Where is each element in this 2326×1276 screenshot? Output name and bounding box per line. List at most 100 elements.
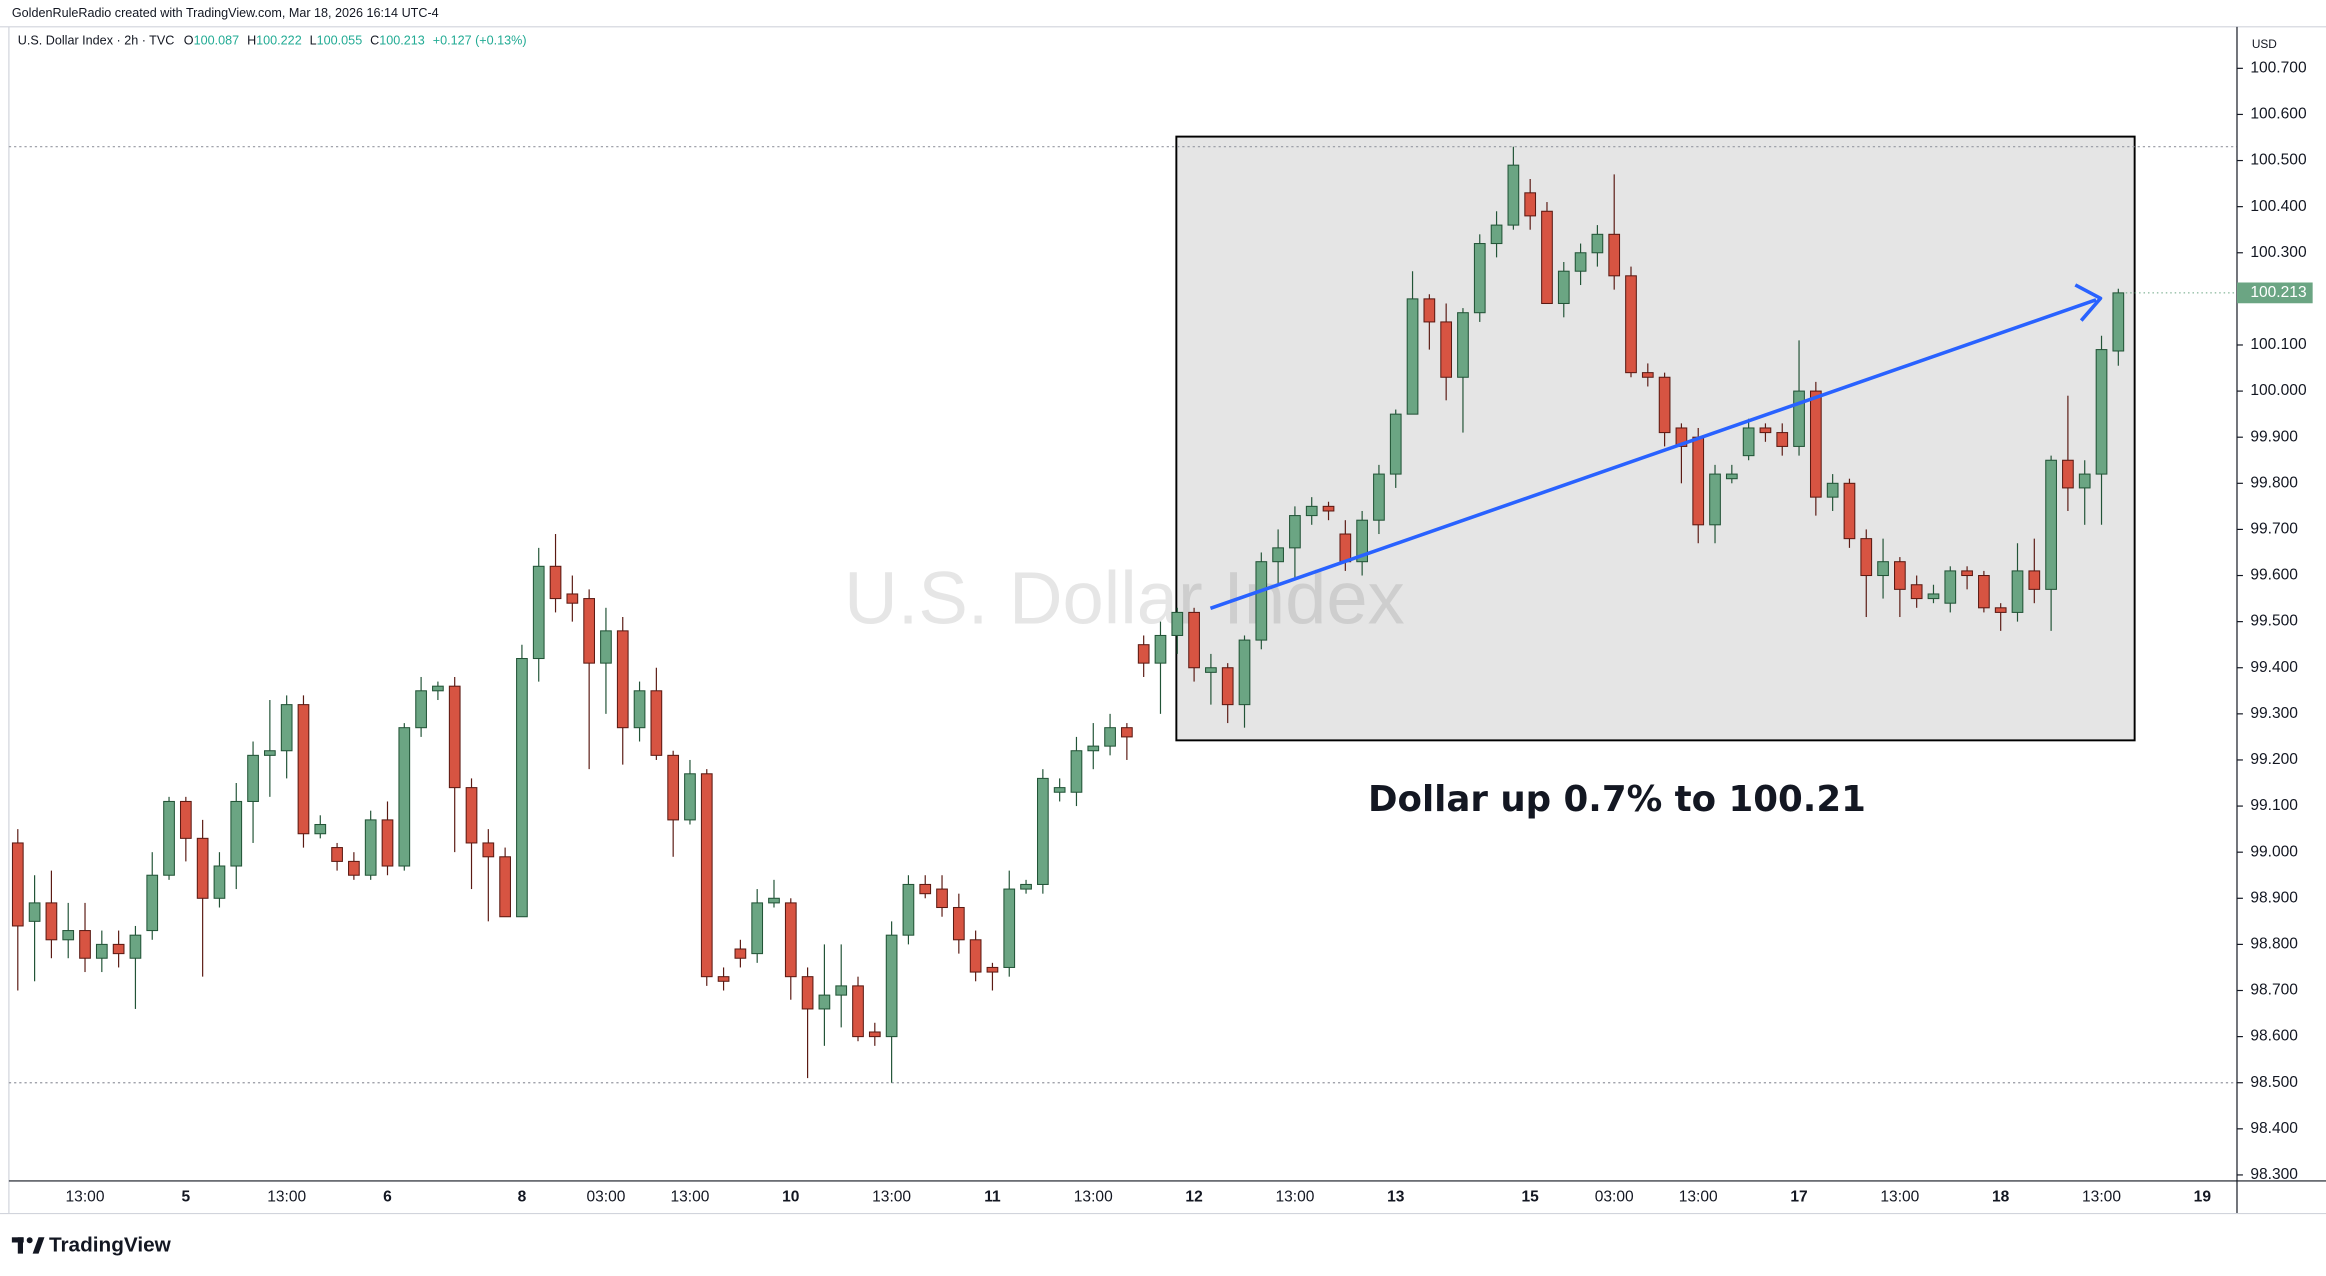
candle-body <box>196 837 209 899</box>
candle-body <box>280 704 293 752</box>
candle-body <box>1255 561 1268 641</box>
y-tick-label: 98.500 <box>2250 1074 2298 1091</box>
x-tick-label: 13:00 <box>2082 1188 2121 1205</box>
candle-body <box>1541 210 1553 305</box>
y-tick-label: 98.900 <box>2250 889 2298 906</box>
candle-body <box>1927 593 1940 600</box>
legend-l-label: L <box>310 34 317 48</box>
candle-body <box>583 598 596 664</box>
candle-body <box>1339 533 1352 563</box>
x-tick-label: 13:00 <box>1679 1188 1718 1205</box>
last-price-label: 100.213 <box>2250 284 2306 301</box>
candle-body <box>768 897 780 904</box>
x-tick-label: 13:00 <box>1880 1188 1919 1205</box>
legend-high: 100.222 <box>256 34 302 48</box>
candle-body <box>1322 505 1335 512</box>
y-tick-label: 99.800 <box>2250 474 2298 491</box>
brand-logo <box>11 1237 45 1254</box>
candle-body <box>633 690 646 729</box>
candle-body <box>1692 436 1705 526</box>
candle-body <box>331 847 343 862</box>
candle-body <box>1809 390 1822 498</box>
candle-body <box>1171 611 1184 636</box>
candle-body <box>684 773 696 821</box>
legend: U.S. Dollar Index · 2h · TVC O100.087 H1… <box>18 34 527 48</box>
legend-change: +0.127 (+0.13%) <box>433 34 527 48</box>
candle-body <box>264 750 276 756</box>
candle-body <box>2078 473 2091 489</box>
candle-body <box>986 966 999 973</box>
x-tick-label: 17 <box>1790 1188 1807 1205</box>
brand: TradingView <box>49 1234 172 1257</box>
candle-body <box>700 773 713 978</box>
candle-body <box>398 727 411 867</box>
candle-body <box>11 842 24 927</box>
y-tick-label: 99.900 <box>2250 428 2298 445</box>
plot <box>8 146 2237 1084</box>
x-tick-label: 13:00 <box>66 1188 105 1205</box>
candle-body <box>902 883 915 936</box>
candle-body <box>566 593 579 604</box>
candle-body <box>919 883 932 895</box>
candle-body <box>465 787 478 844</box>
candle-body <box>936 888 948 909</box>
candle-body <box>1978 575 1990 609</box>
x-tick-label: 12 <box>1185 1188 1203 1205</box>
candle-body <box>129 934 142 959</box>
legend-o-label: O <box>184 34 194 48</box>
y-tick-label: 99.000 <box>2250 843 2298 860</box>
x-tick-label: 13:00 <box>267 1188 306 1205</box>
candle-body <box>1070 750 1083 793</box>
candle-body <box>1557 270 1570 305</box>
x-tick-label: 03:00 <box>1595 1188 1634 1205</box>
x-tick-label: 15 <box>1522 1188 1540 1205</box>
x-tick-label: 18 <box>1992 1188 2010 1205</box>
candle-body <box>1524 192 1537 217</box>
candle-body <box>213 865 226 899</box>
candle-body <box>1894 561 1906 590</box>
logo-part <box>11 1237 24 1243</box>
candle-body <box>1356 519 1368 563</box>
candle-body <box>348 860 360 876</box>
candle-body <box>952 906 965 941</box>
candle-body <box>1473 243 1486 314</box>
y-tick-label: 99.300 <box>2250 705 2298 722</box>
logo-part <box>17 1237 23 1254</box>
y-tick-label: 98.700 <box>2250 982 2298 999</box>
x-tick-label: 13:00 <box>670 1188 709 1205</box>
candle-body <box>1625 275 1637 374</box>
candle-body <box>1591 233 1604 254</box>
candle-body <box>1843 482 1856 540</box>
x-tick-label: 13:00 <box>872 1188 911 1205</box>
candle-body <box>1104 727 1116 747</box>
candle-body <box>969 939 982 973</box>
candle-body <box>1910 584 1923 600</box>
candle-body <box>1759 427 1772 434</box>
annotation: Dollar up 0.7% to 100.21 <box>1368 779 1866 820</box>
x-tick-label: 13 <box>1387 1188 1405 1205</box>
candle-body <box>1221 667 1234 706</box>
y-tick-label: 98.600 <box>2250 1028 2298 1045</box>
candle-body <box>230 800 243 867</box>
candle-body <box>1053 787 1066 793</box>
candle-body <box>801 976 814 1010</box>
arrow-head <box>2074 283 2103 322</box>
candle-body <box>1373 473 1385 521</box>
candle-body <box>28 902 41 922</box>
candle-body <box>1389 413 1402 475</box>
y-tick-label: 100.400 <box>2250 198 2307 215</box>
legend-symbol: U.S. Dollar Index <box>18 34 114 48</box>
candle-body <box>616 630 629 729</box>
candle-body <box>1137 644 1150 664</box>
candle-body <box>314 823 327 835</box>
candle-body <box>415 690 427 729</box>
candle-body <box>1641 372 1654 378</box>
candle-body <box>868 1031 881 1038</box>
candle-body <box>45 902 58 941</box>
x-tick-label: 5 <box>182 1188 191 1205</box>
logo-part <box>26 1237 33 1244</box>
candle-body <box>1994 607 2007 613</box>
candle-body <box>179 800 192 839</box>
